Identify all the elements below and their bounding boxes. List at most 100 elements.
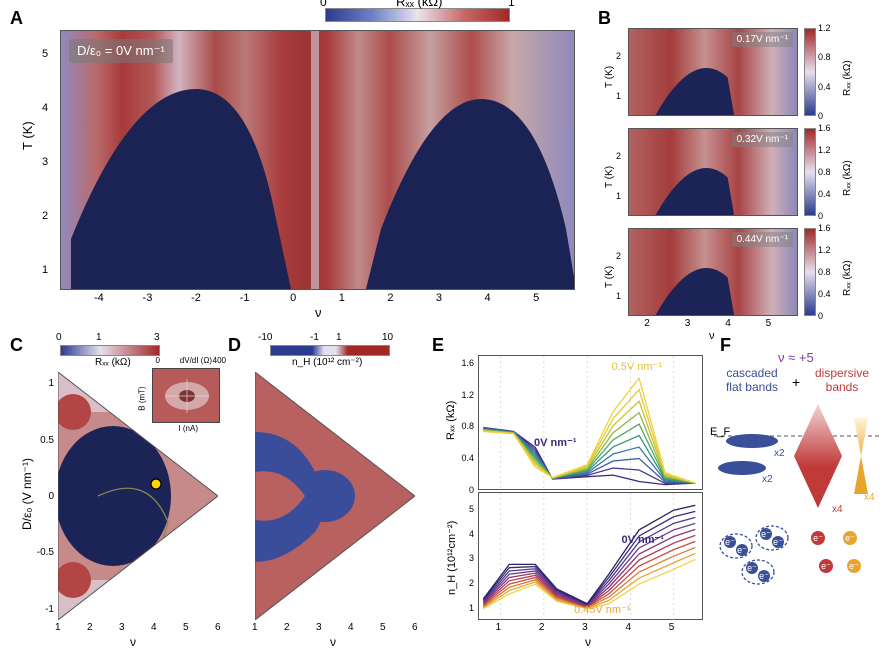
panel-e-label: E — [432, 335, 444, 356]
panel-b-colorbar — [804, 228, 816, 316]
panel-b-cbar-tick: 0 — [818, 311, 823, 321]
panel-a-xtick: 1 — [334, 292, 350, 304]
panel-b-cbar-tick: 1.6 — [818, 123, 831, 133]
panel-a-ytick: 3 — [42, 156, 48, 168]
panel-e-top-ytick: 0.8 — [454, 421, 474, 431]
panel-b-xtick: 2 — [644, 318, 650, 329]
panel-e-xtick: 2 — [539, 622, 545, 633]
panel-e-xtick: 4 — [625, 622, 631, 633]
panel-e-top-ytick: 0 — [454, 485, 474, 495]
panel-e-bot-ytick: 4 — [460, 529, 474, 539]
panel-d-xtick: 6 — [412, 622, 418, 633]
panel-d-cbar-max: 10 — [382, 332, 393, 343]
panel-d-plot — [255, 372, 415, 620]
panel-c-xtick: 2 — [87, 622, 93, 633]
panel-c-inset-cbar-max: 400 — [213, 356, 226, 365]
svg-text:e⁻: e⁻ — [849, 561, 859, 571]
panel-b-cbar-label: Rₓₓ (kΩ) — [842, 60, 853, 96]
panel-b-cbar-tick: 1.2 — [818, 145, 831, 155]
panel-c-inset-ylabel: B (mT) — [137, 386, 146, 410]
panel-b-ytick: 2 — [616, 151, 621, 161]
panel-a-annotation: D/ε₀ = 0V nm⁻¹ — [69, 39, 173, 63]
panel-a-ytick: 1 — [42, 264, 48, 276]
panel-a-ytick: 5 — [42, 48, 48, 60]
panel-e-top-ytick: 1.6 — [454, 358, 474, 368]
panel-b-cbar-tick: 0 — [818, 211, 823, 221]
panel-d-xlabel: ν — [330, 635, 336, 649]
panel-e-top-ytick: 0.4 — [454, 453, 474, 463]
panel-e-xtick: 1 — [496, 622, 502, 633]
panel-d-cbar-label: n_H (10¹² cm⁻²) — [292, 357, 362, 368]
panel-a-xtick: -2 — [188, 292, 204, 304]
panel-c-inset-xlabel: I (nA) — [178, 424, 198, 433]
panel-c-xtick: 5 — [183, 622, 189, 633]
panel-b-ytick: 2 — [616, 51, 621, 61]
panel-e-top-annot-hi: 0.5V nm⁻¹ — [612, 360, 662, 373]
panel-e-xlabel: ν — [585, 635, 591, 649]
panel-c-colorbar — [60, 345, 160, 356]
panel-c-ytick: -0.5 — [30, 547, 54, 558]
panel-d-cbar-min: -10 — [258, 332, 272, 343]
panel-e-top-plot: 0.5V nm⁻¹ 0V nm⁻¹ — [478, 355, 703, 490]
panel-a-cbar-label: Rₓₓ (kΩ) — [396, 0, 442, 9]
svg-text:e⁻: e⁻ — [813, 533, 823, 543]
panel-b-xlabel: ν — [709, 330, 715, 342]
panel-b-xtick: 3 — [685, 318, 691, 329]
panel-b-subplot: 0.32V nm⁻¹ — [628, 128, 798, 216]
panel-f-ef-label: E_F — [710, 426, 730, 438]
panel-f-diagram: ν ≈ +5 cascaded flat bands + dispersive … — [720, 350, 880, 640]
panel-c-cbar-tick: 3 — [154, 332, 160, 343]
svg-text:e⁻: e⁻ — [821, 561, 831, 571]
panel-c-cbar-tick: 0 — [56, 332, 62, 343]
panel-e-bot-ylabel: n_H (10¹²cm⁻²) — [445, 521, 458, 595]
svg-text:e⁻: e⁻ — [773, 537, 783, 547]
svg-text:e⁻: e⁻ — [761, 529, 771, 539]
panel-b-ytick: 1 — [616, 91, 621, 101]
panel-c-cbar-tick: 1 — [96, 332, 102, 343]
panel-b-cbar-tick: 0.8 — [818, 52, 831, 62]
panel-b-ylabel: T (K) — [604, 166, 615, 188]
panel-e-bot-annot-hi: 0V nm⁻¹ — [622, 533, 664, 546]
panel-c-ytick: 1 — [30, 378, 54, 389]
panel-b-cbar-label: Rₓₓ (kΩ) — [842, 160, 853, 196]
panel-b-cbar-tick: 0.8 — [818, 167, 831, 177]
panel-b-subplot: 0.44V nm⁻¹ — [628, 228, 798, 316]
panel-b-cbar-tick: 0.8 — [818, 267, 831, 277]
panel-c-xlabel: ν — [130, 635, 136, 649]
panel-e-xtick: 3 — [582, 622, 588, 633]
panel-a-xtick: 5 — [528, 292, 544, 304]
panel-f-nu: ν ≈ +5 — [778, 350, 814, 365]
panel-b-colorbar — [804, 28, 816, 116]
panel-a-label: A — [10, 8, 23, 29]
panel-c-ytick: 0.5 — [30, 435, 54, 446]
panel-a-xtick: 2 — [382, 292, 398, 304]
panel-e-bot-ytick: 2 — [460, 578, 474, 588]
panel-a-plot: D/ε₀ = 0V nm⁻¹ — [60, 30, 575, 290]
panel-c-inset — [152, 368, 220, 423]
panel-a-cbar-min: 0 — [320, 0, 327, 9]
panel-b-cbar-tick: 0.4 — [818, 289, 831, 299]
panel-b-xtick: 4 — [725, 318, 731, 329]
panel-b-ytick: 2 — [616, 251, 621, 261]
panel-d-xtick: 2 — [284, 622, 290, 633]
panel-d-cbar-mid2: 1 — [336, 332, 342, 343]
panel-d-xtick: 5 — [380, 622, 386, 633]
panel-e-top-annot-lo: 0V nm⁻¹ — [534, 436, 576, 449]
svg-text:x4: x4 — [864, 492, 875, 503]
panel-a-colorbar — [325, 8, 510, 22]
panel-d-cbar-mid: -1 — [310, 332, 319, 343]
panel-c-xtick: 6 — [215, 622, 221, 633]
svg-text:x4: x4 — [832, 504, 843, 515]
panel-b-cbar-label: Rₓₓ (kΩ) — [842, 260, 853, 296]
panel-b-ytick: 1 — [616, 191, 621, 201]
panel-d-label: D — [228, 335, 241, 356]
panel-b-ylabel: T (K) — [604, 66, 615, 88]
panel-c-xtick: 1 — [55, 622, 61, 633]
panel-a-ytick: 4 — [42, 102, 48, 114]
panel-b-subplot: 0.17V nm⁻¹ — [628, 28, 798, 116]
panel-a-xtick: -4 — [91, 292, 107, 304]
panel-b-cbar-tick: 0.4 — [818, 189, 831, 199]
panel-a-cbar-max: 1 — [508, 0, 515, 9]
panel-a-xtick: 3 — [431, 292, 447, 304]
panel-e-top-ylabel: Rₓₓ (kΩ) — [445, 401, 457, 440]
